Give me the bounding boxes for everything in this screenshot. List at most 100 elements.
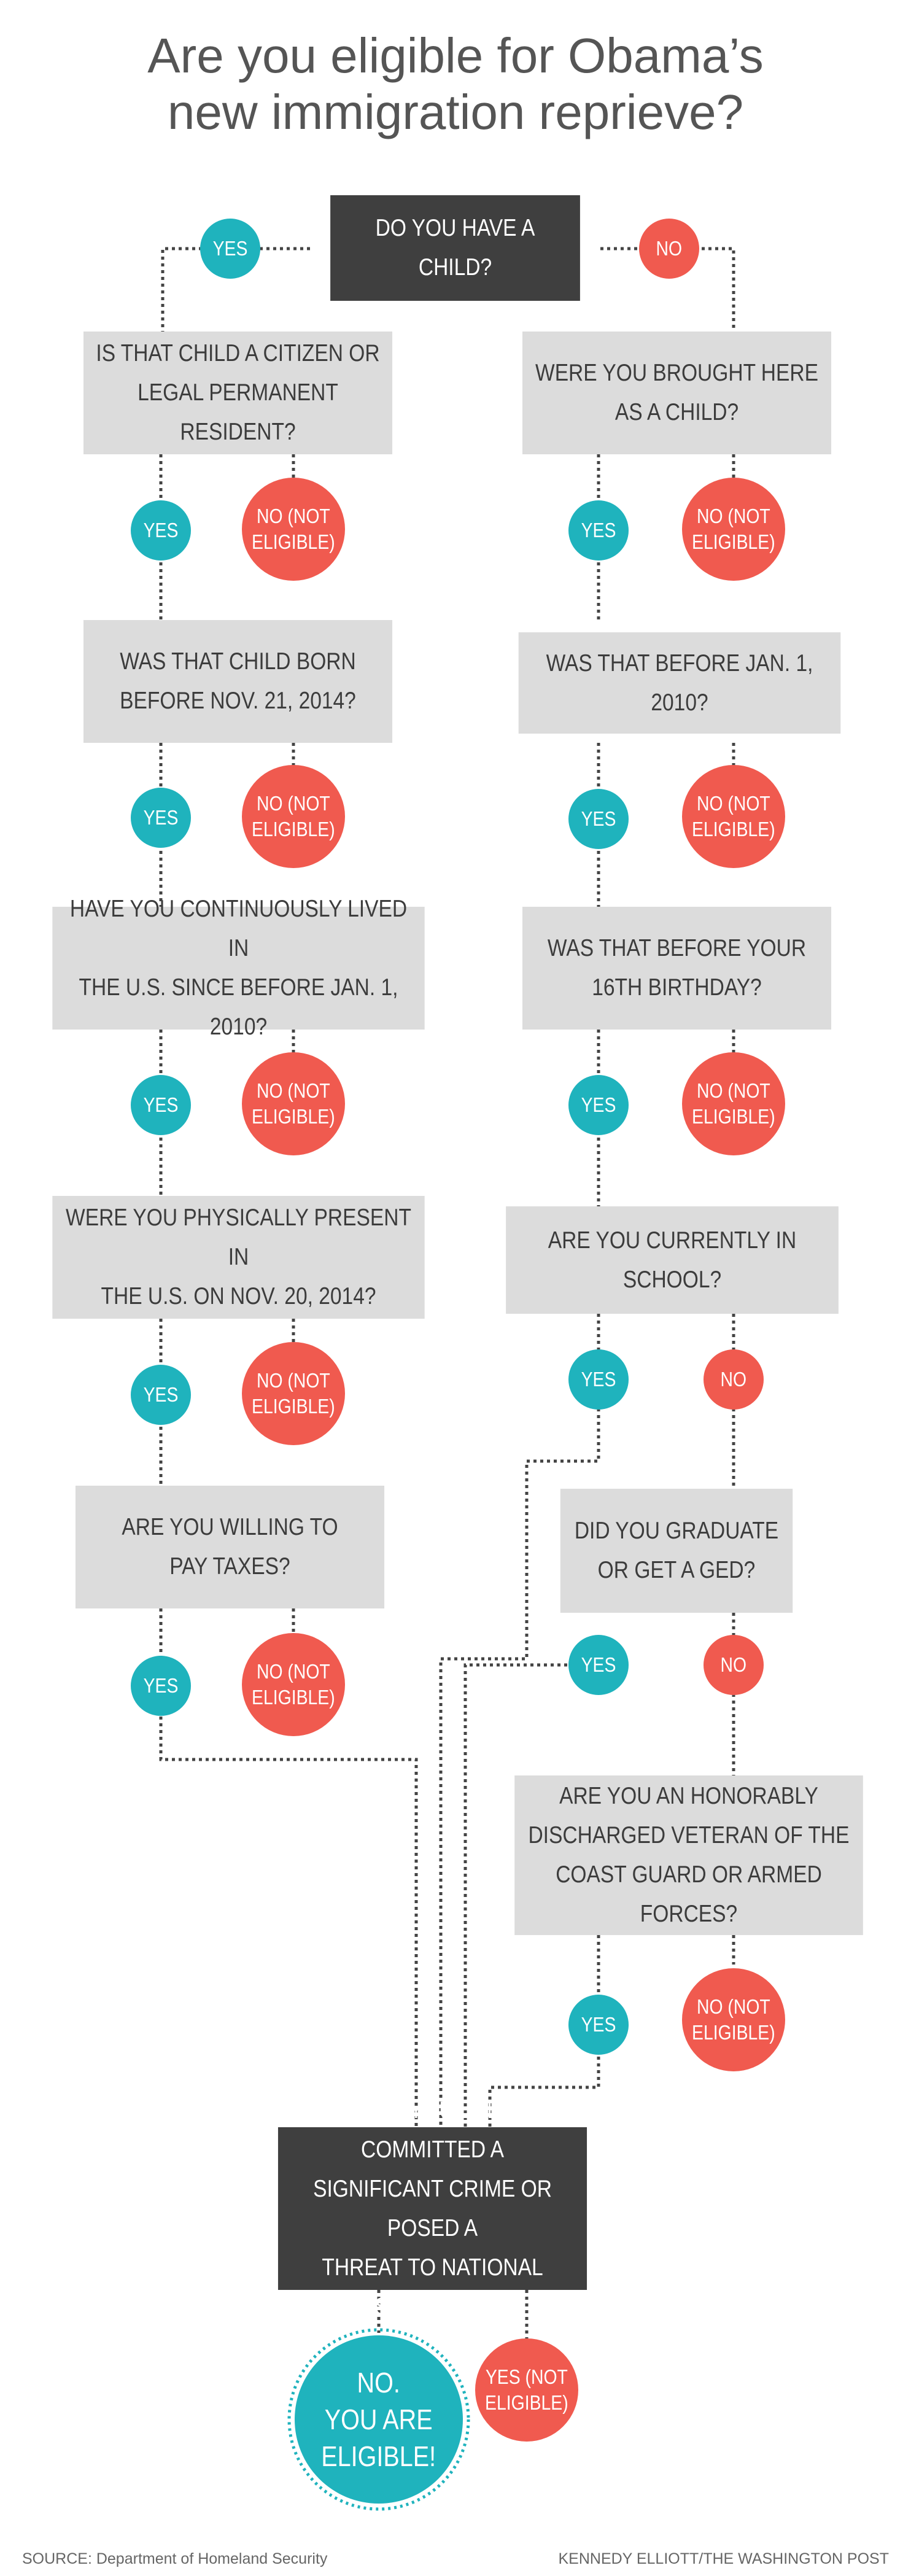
question-text: HAVE YOU CONTINUOUSLY LIVED IN: [69, 896, 408, 961]
credit-line: KENNEDY ELLIOTT/THE WASHINGTON POST: [558, 2550, 889, 2567]
question-in-school: ARE YOU CURRENTLY IN SCHOOL?: [506, 1206, 839, 1314]
question-text: WAS THAT BEFORE JAN. 1, 2010?: [546, 650, 813, 716]
answer-not-eligible: NO (NOT ELIGIBLE): [242, 1342, 345, 1445]
connector-start-yes: [161, 247, 310, 332]
question-text: WAS THAT CHILD BORN: [120, 648, 356, 675]
answer-label: ELIGIBLE): [692, 2021, 775, 2044]
answer-yes: YES: [568, 1995, 629, 2055]
answer-label: ELIGIBLE): [485, 2391, 568, 2414]
question-text: ARE YOU AN HONORABLY: [559, 1783, 818, 1809]
answer-not-eligible: NO (NOT ELIGIBLE): [682, 1968, 785, 2071]
answer-label: YES: [143, 806, 179, 829]
answer-label: YES: [581, 1093, 616, 1116]
answer-label: NO (NOT: [697, 1995, 770, 2018]
question-text: LEGAL PERMANENT RESIDENT?: [138, 379, 338, 445]
question-crime: HAVE YOU EVER COMMITTED A SIGNIFICANT CRI…: [277, 2097, 587, 2320]
answer-not-eligible: NO (NOT ELIGIBLE): [682, 765, 785, 868]
question-text: ARE YOU WILLING TO: [122, 1514, 338, 1540]
answer-label: ELIGIBLE): [252, 1105, 335, 1128]
page-title: Are you eligible for Obama’s new immigra…: [0, 28, 911, 141]
title-line-1: Are you eligible for Obama’s: [147, 28, 764, 83]
question-text: OR GET A GED?: [597, 1557, 756, 1583]
answer-label: YES: [212, 237, 248, 260]
question-before-16th-birthday: WAS THAT BEFORE YOUR 16TH BIRTHDAY?: [522, 907, 832, 1030]
answer-label: YES: [143, 1093, 179, 1116]
question-text: DISCHARGED VETERAN OF THE: [528, 1822, 850, 1849]
question-text: DID YOU GRADUATE: [574, 1518, 779, 1544]
question-text: WERE YOU BROUGHT HERE: [535, 360, 818, 386]
answer-yes: YES: [131, 1656, 191, 1716]
question-veteran: ARE YOU AN HONORABLY DISCHARGED VETERAN O…: [514, 1775, 863, 1935]
question-text: ARE YOU CURRENTLY IN SCHOOL?: [548, 1227, 797, 1293]
question-text: SIGNIFICANT CRIME OR POSED A: [313, 2175, 552, 2241]
connector-school-yes-to-crime: [439, 1314, 600, 2127]
question-graduate-ged: DID YOU GRADUATE OR GET A GED?: [560, 1489, 793, 1613]
question-pay-taxes: ARE YOU WILLING TO PAY TAXES?: [75, 1486, 385, 1608]
answer-label: YES: [143, 1674, 179, 1697]
question-text: WERE YOU PHYSICALLY PRESENT IN: [66, 1205, 411, 1270]
answer-yes: YES: [568, 1075, 629, 1135]
answer-yes: YES: [200, 219, 260, 279]
eligible-ring: [287, 2328, 470, 2511]
answer-no: NO: [704, 1635, 764, 1695]
answer-label: YES: [143, 1383, 179, 1406]
answer-label: NO: [720, 1653, 747, 1676]
question-text: THE U.S. ON NOV. 20, 2014?: [101, 1283, 376, 1309]
question-text: BEFORE NOV. 21, 2014?: [120, 688, 356, 714]
source-note: SOURCE: Department of Homeland Security: [22, 2550, 328, 2567]
answer-label: NO (NOT: [257, 1369, 330, 1392]
question-child-born: WAS THAT CHILD BORN BEFORE NOV. 21, 2014?: [83, 620, 393, 743]
question-text: AS A CHILD?: [614, 399, 739, 425]
question-text: THE U.S. SINCE BEFORE JAN. 1, 2010?: [79, 974, 398, 1040]
answer-label: ELIGIBLE): [252, 530, 335, 553]
answer-label: YES: [581, 519, 616, 541]
answer-label: YES: [581, 2013, 616, 2036]
answer-label: ELIGIBLE): [692, 1105, 775, 1128]
question-text: THREAT TO NATIONAL SECURITY?: [322, 2254, 543, 2320]
question-present-nov-20: WERE YOU PHYSICALLY PRESENT IN THE U.S. O…: [52, 1196, 425, 1319]
question-text: COAST GUARD OR ARMED FORCES?: [556, 1861, 822, 1927]
answer-label: ELIGIBLE): [252, 818, 335, 840]
question-child-citizen: IS THAT CHILD A CITIZEN OR LEGAL PERMANEN…: [83, 332, 393, 454]
answer-label: YES: [143, 519, 179, 541]
answer-label: YES: [581, 1368, 616, 1391]
answer-not-eligible: NO (NOT ELIGIBLE): [242, 478, 345, 581]
answer-label: NO (NOT: [697, 792, 770, 815]
answer-not-eligible: NO (NOT ELIGIBLE): [242, 1633, 345, 1736]
answer-label: NO (NOT: [697, 1079, 770, 1102]
answer-no: NO: [639, 219, 699, 279]
question-have-child: DO YOU HAVE A CHILD?: [330, 195, 580, 301]
answer-yes: YES: [568, 789, 629, 849]
question-text: PAY TAXES?: [169, 1553, 290, 1580]
answer-yes-not-eligible: YES (NOT ELIGIBLE): [475, 2338, 578, 2442]
result-text: NO.: [357, 2367, 401, 2399]
answer-label: ELIGIBLE): [692, 818, 775, 840]
answer-label: NO: [656, 237, 683, 260]
question-text: HAVE YOU EVER COMMITTED A: [349, 2097, 516, 2163]
result-text: YOU ARE: [325, 2403, 433, 2435]
answer-label: YES (NOT: [485, 2365, 568, 2388]
answer-label: NO (NOT: [257, 792, 330, 815]
question-before-2010: WAS THAT BEFORE JAN. 1, 2010?: [518, 632, 841, 734]
answer-not-eligible: NO (NOT ELIGIBLE): [242, 765, 345, 868]
answer-label: NO (NOT: [697, 505, 770, 527]
title-line-2: new immigration reprieve?: [167, 85, 744, 139]
answer-yes: YES: [131, 1075, 191, 1135]
answer-label: NO (NOT: [257, 505, 330, 527]
answer-yes: YES: [131, 788, 191, 848]
result-eligible: NO. YOU ARE ELIGIBLE!: [295, 2335, 463, 2504]
answer-yes: YES: [568, 500, 629, 561]
answer-label: YES: [581, 807, 616, 830]
answer-not-eligible: NO (NOT ELIGIBLE): [682, 1052, 785, 1155]
answer-label: NO (NOT: [257, 1079, 330, 1102]
question-brought-as-child: WERE YOU BROUGHT HERE AS A CHILD?: [522, 332, 832, 454]
question-text: DO YOU HAVE A CHILD?: [375, 215, 535, 281]
question-text: WAS THAT BEFORE YOUR: [547, 935, 807, 961]
connector-ged-yes-to-crime: [463, 1663, 574, 2127]
answer-yes: YES: [131, 1365, 191, 1425]
answer-not-eligible: NO (NOT ELIGIBLE): [682, 478, 785, 581]
answer-label: NO (NOT: [257, 1660, 330, 1683]
answer-label: NO: [720, 1368, 747, 1391]
answer-yes: YES: [568, 1349, 629, 1410]
